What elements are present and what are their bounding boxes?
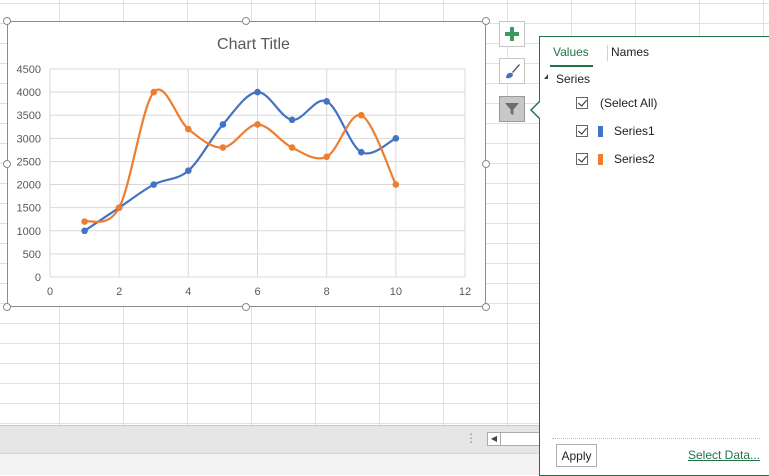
x-tick-label: 0 [47, 286, 53, 298]
collapse-triangle-icon[interactable] [544, 74, 548, 79]
tab-values-underline [550, 65, 593, 67]
select-data-link[interactable]: Select Data... [688, 448, 761, 462]
series1-point [357, 148, 365, 156]
series-group-header[interactable]: Series [544, 72, 591, 86]
series2-point [323, 153, 330, 161]
series1-point [323, 98, 330, 105]
resize-handle-bottom[interactable] [242, 303, 250, 311]
x-tick-label: 2 [116, 286, 122, 298]
series1-point [219, 121, 227, 128]
brush-icon [506, 64, 520, 79]
series2-point [357, 111, 365, 119]
select-all-label: (Select All) [600, 96, 658, 110]
apply-button[interactable]: Apply [556, 444, 597, 467]
resize-handle-top[interactable] [242, 17, 250, 25]
resize-handle-left[interactable] [3, 160, 11, 168]
chart-styles-button[interactable] [499, 58, 525, 84]
series2-point [392, 181, 400, 188]
series1-checkbox[interactable] [576, 125, 588, 137]
chart-area[interactable]: Chart Title 0 500 1000 1500 2000 2500 3000 3500 4… [7, 21, 486, 307]
x-tick-label: 12 [459, 286, 471, 298]
y-tick-label: 500 [23, 249, 41, 261]
series1-point [150, 181, 158, 188]
resize-handle-top-right[interactable] [482, 17, 490, 25]
pane-pointer-inner [532, 101, 541, 119]
y-tick-label: 0 [35, 272, 41, 284]
series1-point [185, 167, 192, 174]
y-tick-label: 1000 [17, 226, 41, 238]
tab-separator [607, 45, 608, 61]
series2-point [185, 125, 192, 133]
series2-color-swatch [598, 154, 603, 165]
tab-values[interactable]: Values [553, 45, 589, 59]
series2-point [288, 144, 296, 151]
plus-icon [505, 27, 519, 41]
tab-split-handle[interactable]: ⋮ [465, 431, 477, 445]
series2-line [84, 88, 397, 223]
series2-checkbox[interactable] [576, 153, 588, 165]
tab-names[interactable]: Names [611, 45, 650, 59]
series2-label: Series2 [614, 152, 655, 166]
funnel-icon [505, 103, 519, 115]
y-tick-label: 2000 [17, 180, 41, 192]
resize-handle-right[interactable] [482, 160, 490, 168]
horizontal-scrollbar[interactable] [501, 432, 542, 446]
y-tick-label: 2500 [17, 156, 41, 168]
series2-point [254, 121, 261, 128]
y-tick-label: 1500 [17, 203, 41, 215]
series1-color-swatch [598, 126, 603, 137]
series1-point [81, 227, 88, 235]
resize-handle-bottom-left[interactable] [3, 303, 11, 311]
x-tick-label: 4 [185, 286, 191, 298]
y-tick-label: 4500 [17, 64, 41, 76]
pane-divider [552, 438, 760, 439]
chart-title: Chart Title [217, 36, 290, 53]
x-tick-label: 10 [390, 286, 402, 298]
chart-filters-button[interactable] [499, 96, 525, 122]
series2-point [115, 204, 123, 211]
x-tick-label: 6 [254, 286, 260, 298]
series1-point [288, 116, 296, 124]
scroll-left-button[interactable]: ◀ [487, 432, 501, 446]
series1-label: Series1 [614, 124, 655, 138]
series1-point [254, 88, 261, 96]
chart-filters-pane: Values Names Series (Select All) Series1… [539, 36, 769, 476]
y-tick-label: 4000 [17, 87, 41, 99]
select-all-checkbox[interactable] [576, 97, 588, 109]
resize-handle-top-left[interactable] [3, 17, 11, 25]
y-tick-label: 3500 [17, 110, 41, 122]
resize-handle-bottom-right[interactable] [482, 303, 490, 311]
series2-point [150, 88, 158, 96]
series-group-label: Series [556, 72, 591, 86]
series1-point [392, 135, 400, 142]
scatter-chart[interactable]: Chart Title 0 500 1000 1500 2000 2500 3000 3500 4… [8, 22, 487, 308]
series2-point [81, 218, 88, 225]
chart-elements-button[interactable] [499, 21, 525, 47]
x-tick-label: 8 [324, 286, 330, 298]
series2-point [219, 144, 227, 151]
y-tick-label: 3000 [17, 133, 41, 145]
